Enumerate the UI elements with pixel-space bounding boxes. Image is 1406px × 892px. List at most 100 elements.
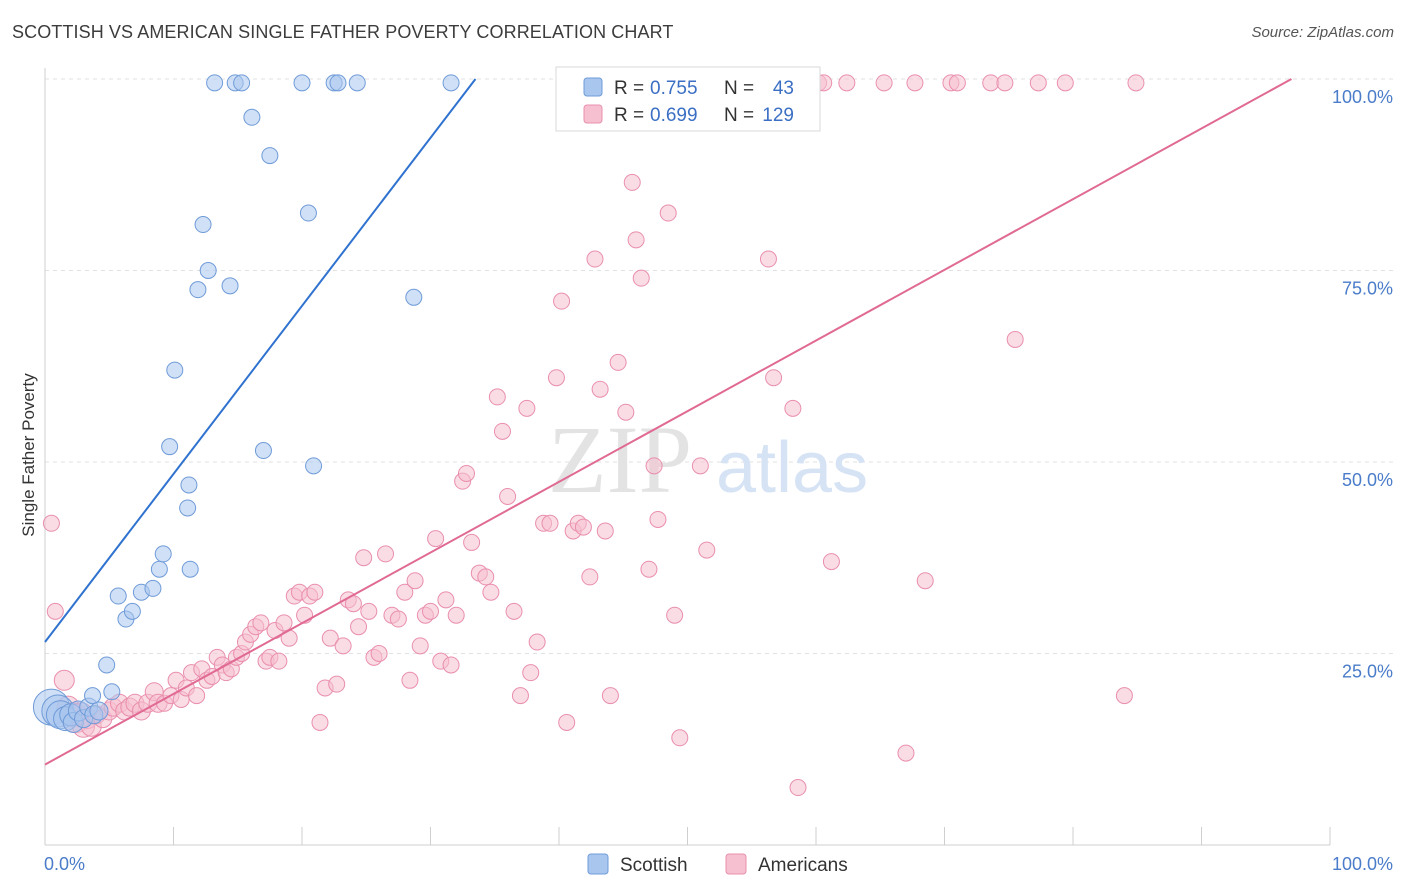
data-point-americans (671, 729, 689, 747)
data-point-americans (437, 591, 455, 609)
legend-box: R = 0.755 N = 43 R = 0.699 N = 129 (555, 66, 821, 132)
bottom-legend-swatch-americans (725, 853, 747, 875)
data-point-scottish (194, 216, 212, 234)
data-point-americans (46, 602, 64, 620)
data-point-americans (649, 510, 667, 528)
data-point-scottish (243, 108, 261, 126)
y-tick-label: 50.0% (1342, 470, 1393, 490)
legend-n-value: 43 (773, 78, 794, 99)
bottom-legend-label-scottish: Scottish (620, 855, 688, 876)
data-point-americans (574, 518, 592, 536)
data-point-americans (982, 74, 1000, 92)
data-point-scottish (329, 74, 347, 92)
data-point-americans (488, 388, 506, 406)
watermark: ZIP atlas (548, 406, 868, 513)
data-point-americans (691, 457, 709, 475)
data-point-americans (447, 606, 465, 624)
data-point-americans (188, 687, 206, 705)
data-point-scottish (109, 587, 127, 605)
data-point-americans (360, 602, 378, 620)
data-point-scottish (221, 277, 239, 295)
data-point-americans (528, 633, 546, 651)
trend-line-scottish (44, 78, 477, 643)
data-point-americans (42, 514, 60, 532)
data-point-americans (601, 687, 619, 705)
bottom-legend: Scottish Americans (587, 853, 848, 876)
data-point-americans (553, 292, 571, 310)
data-point-americans (547, 369, 565, 387)
data-point-americans (948, 74, 966, 92)
data-point-americans (411, 637, 429, 655)
data-point-americans (275, 614, 293, 632)
data-point-americans (906, 74, 924, 92)
data-point-americans (666, 606, 684, 624)
data-point-americans (518, 399, 536, 417)
legend-r-value: 0.699 (650, 105, 698, 126)
source-label: Source: ZipAtlas.com (1251, 24, 1394, 41)
axes: 0.0% 100.0% (44, 68, 1393, 874)
data-point-scottish (254, 442, 272, 460)
data-point-americans (328, 675, 346, 693)
legend-r-label: R = (614, 105, 644, 126)
legend-r-value: 0.755 (650, 78, 698, 99)
data-point-scottish (180, 476, 198, 494)
data-point-americans (505, 602, 523, 620)
data-point-americans (609, 353, 627, 371)
data-point-americans (558, 713, 576, 731)
data-point-americans (270, 652, 288, 670)
data-point-americans (916, 572, 934, 590)
legend-swatch-americans (583, 104, 603, 124)
x-tick-label-max: 100.0% (1332, 854, 1393, 874)
chart-title: SCOTTISH VS AMERICAN SINGLE FATHER POVER… (12, 22, 674, 42)
data-point-scottish (233, 74, 251, 92)
data-point-scottish (293, 74, 311, 92)
data-point-americans (427, 530, 445, 548)
data-point-americans (355, 549, 373, 567)
watermark-zip: ZIP (548, 406, 692, 513)
trend-line-americans (44, 78, 1292, 766)
data-point-americans (334, 637, 352, 655)
data-point-scottish (103, 683, 121, 701)
data-point-americans (591, 380, 609, 398)
data-point-americans (321, 629, 339, 647)
legend-n-value: 129 (762, 105, 794, 126)
data-point-americans (627, 231, 645, 249)
data-point-americans (765, 369, 783, 387)
data-point-americans (350, 618, 368, 636)
data-point-scottish (154, 545, 172, 563)
trend-lines (44, 78, 1292, 766)
data-point-scottish (405, 288, 423, 306)
data-point-americans (401, 671, 419, 689)
data-point-americans (482, 583, 500, 601)
watermark-atlas: atlas (716, 428, 868, 508)
legend-n-label: N = (724, 78, 754, 99)
data-point-scottish (206, 74, 224, 92)
data-point-americans (511, 687, 529, 705)
data-point-americans (1115, 687, 1133, 705)
data-point-americans (377, 545, 395, 563)
grid-lines: 25.0% 50.0% 75.0% 100.0% (45, 78, 1395, 682)
data-point-americans (442, 656, 460, 674)
data-point-scottish (166, 361, 184, 379)
data-point-americans (1006, 330, 1024, 348)
data-point-americans (789, 779, 807, 797)
data-point-americans (477, 568, 495, 586)
data-point-scottish (189, 281, 207, 299)
data-point-americans (581, 568, 599, 586)
data-point-americans (457, 464, 475, 482)
data-point-americans (632, 269, 650, 287)
data-point-scottish (199, 262, 217, 279)
data-point-americans (1127, 74, 1145, 92)
data-point-scottish (89, 701, 109, 721)
legend-n-label: N = (724, 105, 754, 126)
data-point-scottish (261, 147, 279, 165)
data-point-americans (1029, 74, 1047, 92)
legend-r-label: R = (614, 78, 644, 99)
data-point-americans (640, 560, 658, 578)
data-point-americans (252, 614, 270, 632)
bottom-legend-label-americans: Americans (758, 855, 848, 876)
data-point-americans (389, 610, 407, 628)
data-point-americans (698, 541, 716, 559)
data-point-americans (838, 74, 856, 92)
